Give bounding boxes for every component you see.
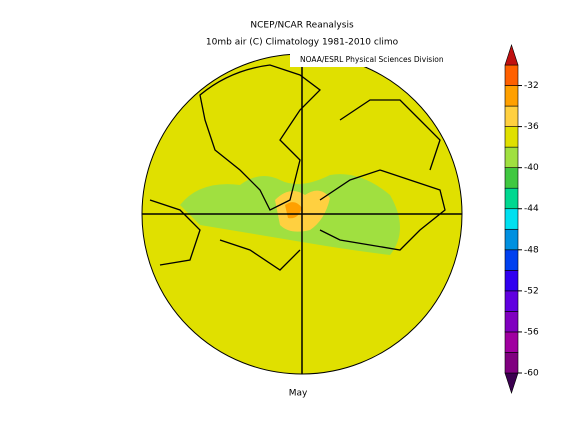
coastline bbox=[319, 169, 446, 251]
colorbar-segment bbox=[504, 352, 519, 374]
colorbar-segment bbox=[504, 228, 519, 251]
map-label: May bbox=[289, 389, 308, 399]
colorbar-segment bbox=[504, 331, 519, 353]
colorbar-segment bbox=[504, 290, 519, 312]
credit: NOAA/ESRL Physical Sciences Division bbox=[300, 55, 444, 64]
colorbar-segment bbox=[504, 249, 519, 271]
colorbar: -32 -36 -40 -44 -48 -52 -56 -60 bbox=[504, 44, 539, 394]
colorbar-tick-label: -52 bbox=[524, 286, 539, 296]
colorbar-segment bbox=[504, 85, 519, 107]
colorbar-tick-label: -36 bbox=[524, 122, 539, 132]
colorbar-tick-label: -56 bbox=[524, 327, 539, 337]
colorbar-segment bbox=[504, 146, 519, 168]
coastline bbox=[339, 99, 441, 171]
coastline bbox=[199, 64, 321, 211]
colorbar-segment bbox=[504, 167, 519, 189]
colorbar-tick-label: -48 bbox=[524, 245, 539, 255]
title: NCEP/NCAR Reanalysis bbox=[250, 21, 354, 31]
colorbar-tick-label: -32 bbox=[524, 81, 539, 91]
colorbar-segment bbox=[504, 270, 519, 292]
credit-box bbox=[290, 52, 462, 67]
colorbar-tick-label: -44 bbox=[524, 204, 539, 214]
colorbar-high bbox=[504, 44, 519, 66]
colorbar-segment bbox=[504, 311, 519, 333]
colorbar-segment bbox=[504, 64, 519, 86]
colorbar-low bbox=[504, 372, 519, 394]
colorbar-segment bbox=[504, 126, 519, 148]
colorbar-segment bbox=[504, 187, 519, 210]
map bbox=[141, 53, 463, 375]
colorbar-segment bbox=[504, 208, 519, 230]
colorbar-tick-label: -40 bbox=[524, 163, 539, 173]
subtitle: 10mb air (C) Climatology 1981-2010 climo bbox=[206, 38, 399, 48]
coastline bbox=[149, 199, 301, 271]
colorbar-tick-label: -60 bbox=[524, 369, 539, 379]
colorbar-segment bbox=[504, 105, 519, 127]
